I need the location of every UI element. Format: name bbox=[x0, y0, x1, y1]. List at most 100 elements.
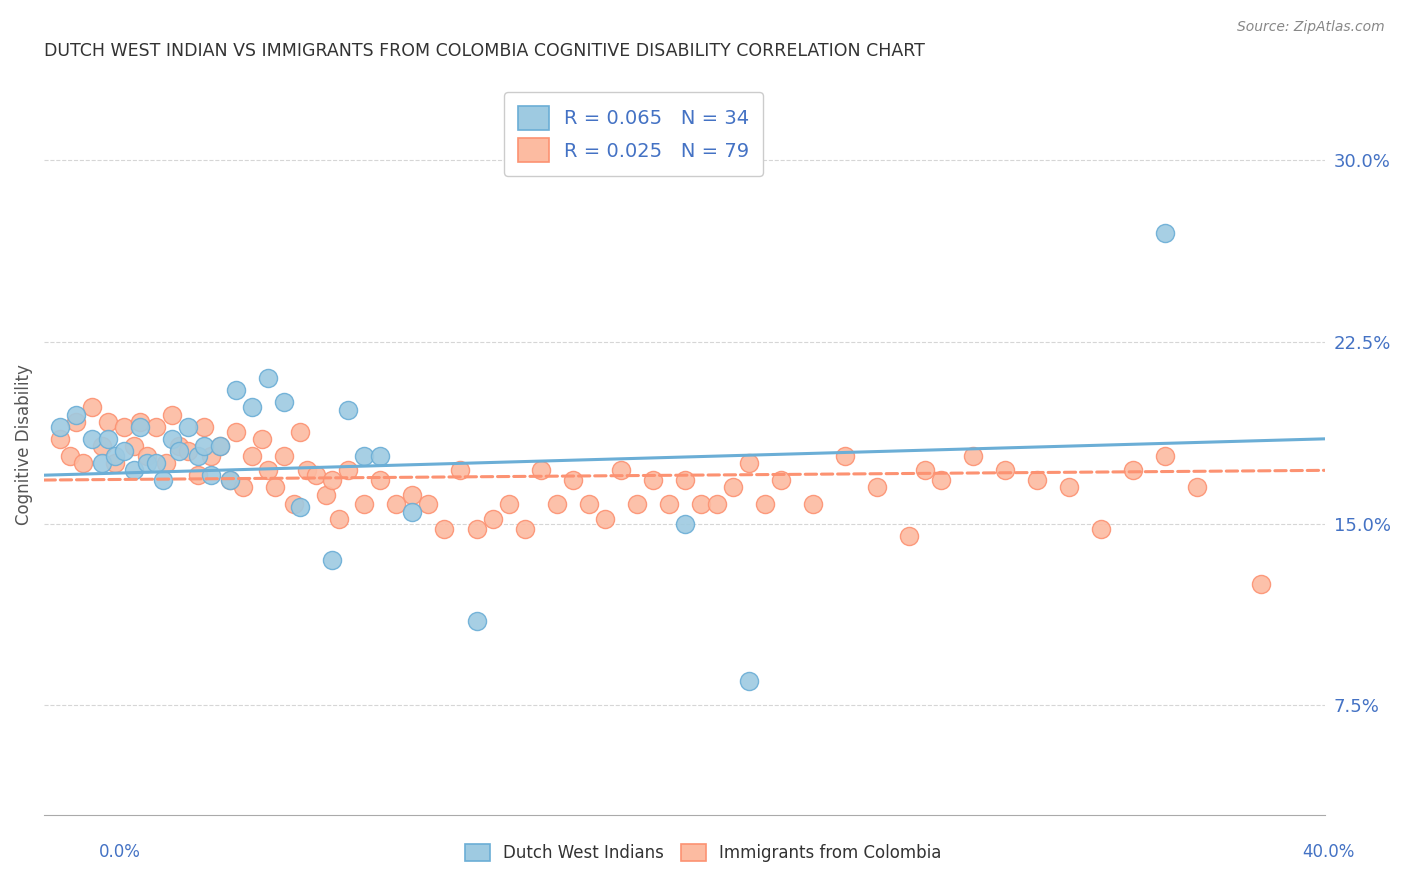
Point bbox=[626, 497, 648, 511]
Point bbox=[90, 456, 112, 470]
Point bbox=[673, 473, 696, 487]
Point bbox=[305, 468, 328, 483]
Point bbox=[561, 473, 583, 487]
Point bbox=[1122, 463, 1144, 477]
Point bbox=[929, 473, 952, 487]
Point bbox=[187, 449, 209, 463]
Point bbox=[145, 419, 167, 434]
Point bbox=[145, 456, 167, 470]
Point bbox=[529, 463, 551, 477]
Point bbox=[232, 480, 254, 494]
Point bbox=[90, 439, 112, 453]
Legend: R = 0.065   N = 34, R = 0.025   N = 79: R = 0.065 N = 34, R = 0.025 N = 79 bbox=[503, 92, 763, 176]
Point bbox=[250, 432, 273, 446]
Point bbox=[225, 425, 247, 439]
Point bbox=[112, 444, 135, 458]
Point bbox=[200, 449, 222, 463]
Point bbox=[219, 473, 242, 487]
Point bbox=[193, 419, 215, 434]
Point bbox=[167, 439, 190, 453]
Point bbox=[129, 415, 152, 429]
Point bbox=[1154, 449, 1177, 463]
Point bbox=[914, 463, 936, 477]
Point bbox=[209, 439, 232, 453]
Point bbox=[418, 497, 440, 511]
Point bbox=[401, 504, 423, 518]
Point bbox=[465, 614, 488, 628]
Point bbox=[257, 463, 280, 477]
Point bbox=[370, 449, 392, 463]
Point bbox=[155, 456, 177, 470]
Point bbox=[321, 553, 343, 567]
Point bbox=[82, 401, 104, 415]
Point bbox=[290, 500, 312, 514]
Point bbox=[49, 432, 72, 446]
Point bbox=[82, 432, 104, 446]
Point bbox=[103, 456, 125, 470]
Point bbox=[513, 522, 536, 536]
Point bbox=[1090, 522, 1112, 536]
Point bbox=[1026, 473, 1049, 487]
Legend: Dutch West Indians, Immigrants from Colombia: Dutch West Indians, Immigrants from Colo… bbox=[457, 836, 949, 871]
Point bbox=[97, 415, 120, 429]
Point bbox=[769, 473, 792, 487]
Point bbox=[135, 456, 157, 470]
Point bbox=[112, 419, 135, 434]
Point bbox=[97, 432, 120, 446]
Point bbox=[337, 463, 360, 477]
Text: 0.0%: 0.0% bbox=[98, 843, 141, 861]
Point bbox=[962, 449, 984, 463]
Point bbox=[72, 456, 94, 470]
Point bbox=[315, 487, 337, 501]
Point bbox=[273, 395, 295, 409]
Text: 40.0%: 40.0% bbox=[1302, 843, 1355, 861]
Point bbox=[200, 468, 222, 483]
Point bbox=[1250, 577, 1272, 591]
Point bbox=[578, 497, 600, 511]
Point bbox=[65, 415, 87, 429]
Point bbox=[295, 463, 318, 477]
Text: Source: ZipAtlas.com: Source: ZipAtlas.com bbox=[1237, 20, 1385, 34]
Point bbox=[754, 497, 776, 511]
Point bbox=[122, 463, 145, 477]
Point bbox=[167, 444, 190, 458]
Point bbox=[353, 449, 375, 463]
Point bbox=[263, 480, 285, 494]
Point bbox=[225, 384, 247, 398]
Point bbox=[994, 463, 1017, 477]
Point bbox=[706, 497, 728, 511]
Point bbox=[152, 473, 174, 487]
Point bbox=[465, 522, 488, 536]
Point bbox=[609, 463, 631, 477]
Point bbox=[209, 439, 232, 453]
Point bbox=[353, 497, 375, 511]
Point bbox=[1185, 480, 1208, 494]
Point bbox=[240, 401, 263, 415]
Point bbox=[160, 432, 183, 446]
Text: DUTCH WEST INDIAN VS IMMIGRANTS FROM COLOMBIA COGNITIVE DISABILITY CORRELATION C: DUTCH WEST INDIAN VS IMMIGRANTS FROM COL… bbox=[44, 42, 925, 60]
Point bbox=[738, 674, 761, 689]
Point bbox=[103, 449, 125, 463]
Point bbox=[689, 497, 711, 511]
Point bbox=[897, 529, 920, 543]
Point bbox=[59, 449, 82, 463]
Point bbox=[49, 419, 72, 434]
Point bbox=[721, 480, 744, 494]
Point bbox=[160, 408, 183, 422]
Point bbox=[273, 449, 295, 463]
Point bbox=[1154, 226, 1177, 240]
Point bbox=[433, 522, 456, 536]
Point bbox=[481, 512, 503, 526]
Point bbox=[834, 449, 856, 463]
Point bbox=[257, 371, 280, 385]
Point bbox=[177, 419, 200, 434]
Point bbox=[673, 516, 696, 531]
Point bbox=[65, 408, 87, 422]
Point bbox=[193, 439, 215, 453]
Point bbox=[135, 449, 157, 463]
Point bbox=[866, 480, 889, 494]
Point bbox=[738, 456, 761, 470]
Point bbox=[658, 497, 681, 511]
Point bbox=[1057, 480, 1080, 494]
Point bbox=[546, 497, 568, 511]
